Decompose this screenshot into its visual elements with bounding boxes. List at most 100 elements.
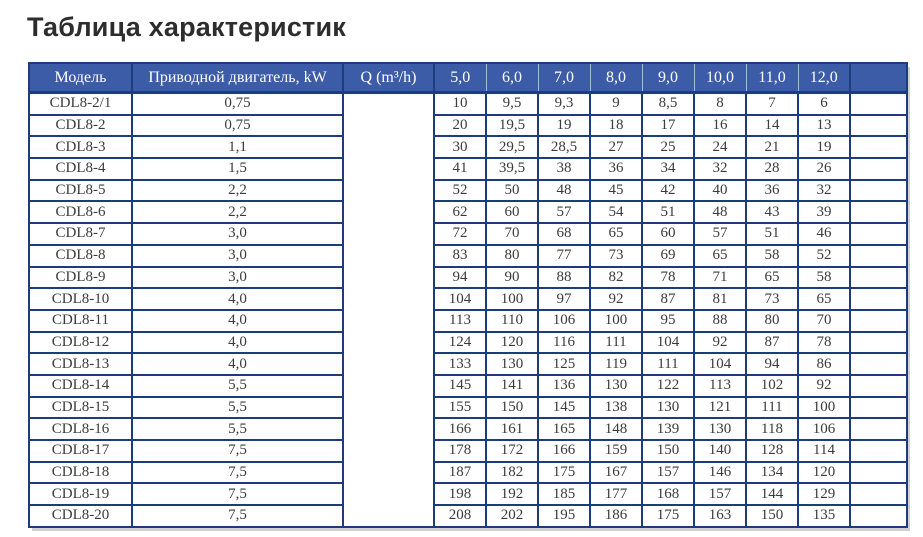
model-cell: CDL8-9	[28, 265, 133, 290]
value-cell: 177	[589, 482, 643, 507]
value-cell: 116	[537, 330, 591, 355]
header-flow-10: 10,0	[693, 62, 747, 94]
blank-cell	[849, 417, 908, 441]
value-cell: 71	[693, 265, 747, 290]
value-cell: 120	[485, 330, 539, 355]
value-cell: 92	[589, 287, 643, 311]
motor-cell: 4,0	[131, 352, 344, 376]
value-cell: 68	[537, 222, 591, 246]
value-cell: 92	[797, 373, 851, 398]
value-cell: 208	[433, 504, 487, 528]
value-cell: 50	[485, 178, 539, 203]
table-row: CDL8-18 7,5 187 182 175 167 157 146 134 120	[28, 460, 908, 485]
model-cell: CDL8-15	[28, 395, 133, 420]
table-row: CDL8-15 5,5 155 150 145 138 130 121 111 100	[28, 395, 908, 420]
motor-cell: 7,5	[131, 439, 344, 463]
value-cell: 161	[485, 417, 539, 441]
value-cell: 46	[797, 222, 851, 246]
value-cell: 19,5	[485, 113, 539, 138]
value-cell: 52	[797, 243, 851, 268]
value-cell: 192	[485, 482, 539, 507]
value-cell: 140	[693, 439, 747, 463]
value-cell: 24	[693, 135, 747, 160]
value-cell: 130	[485, 352, 539, 376]
value-cell: 185	[537, 482, 591, 507]
value-cell: 175	[641, 504, 695, 528]
value-cell: 81	[693, 287, 747, 311]
model-cell: CDL8-18	[28, 460, 133, 485]
motor-cell: 7,5	[131, 482, 344, 507]
model-cell: CDL8-12	[28, 330, 133, 355]
value-cell: 80	[485, 243, 539, 268]
value-cell: 136	[537, 373, 591, 398]
value-cell: 60	[641, 222, 695, 246]
value-cell: 157	[641, 460, 695, 485]
value-cell: 102	[745, 373, 799, 398]
value-cell: 32	[797, 178, 851, 203]
blank-cell	[849, 352, 908, 376]
value-cell: 202	[485, 504, 539, 528]
value-cell: 90	[485, 265, 539, 290]
value-cell: 54	[589, 200, 643, 225]
table-row: CDL8-3 1,1 30 29,5 28,5 27 25 24 21 19	[28, 135, 908, 160]
value-cell: 144	[745, 482, 799, 507]
motor-cell: 7,5	[131, 504, 344, 528]
value-cell: 139	[641, 417, 695, 441]
motor-cell: 0,75	[131, 91, 344, 116]
value-cell: 9	[589, 91, 643, 116]
value-cell: 65	[745, 265, 799, 290]
header-flow-11: 11,0	[745, 62, 799, 94]
value-cell: 36	[745, 178, 799, 203]
value-cell: 106	[797, 417, 851, 441]
value-cell: 19	[797, 135, 851, 160]
value-cell: 51	[641, 200, 695, 225]
model-cell: CDL8-6	[28, 200, 133, 225]
model-cell: CDL8-5	[28, 178, 133, 203]
value-cell: 138	[589, 395, 643, 420]
model-cell: CDL8-13	[28, 352, 133, 376]
value-cell: 30	[433, 135, 487, 160]
blank-cell	[849, 243, 908, 268]
table-row: CDL8-19 7,5 198 192 185 177 168 157 144 129	[28, 482, 908, 507]
motor-cell: 1,5	[131, 157, 344, 181]
model-cell: CDL8-10	[28, 287, 133, 311]
model-cell: CDL8-7	[28, 222, 133, 246]
header-flow-7: 7,0	[537, 62, 591, 94]
value-cell: 104	[693, 352, 747, 376]
value-cell: 18	[589, 113, 643, 138]
value-cell: 130	[589, 373, 643, 398]
table-row: CDL8-12 4,0 124 120 116 111 104 92 87 78	[28, 330, 908, 355]
blank-cell	[849, 330, 908, 355]
value-cell: 65	[589, 222, 643, 246]
value-cell: 128	[745, 439, 799, 463]
model-cell: CDL8-2/1	[28, 91, 133, 116]
value-cell: 100	[485, 287, 539, 311]
value-cell: 168	[641, 482, 695, 507]
value-cell: 167	[589, 460, 643, 485]
table-row: CDL8-2/1 0,75 10 9,5 9,3 9 8,5 8 7 6	[28, 91, 908, 528]
value-cell: 145	[537, 395, 591, 420]
value-cell: 34	[641, 157, 695, 181]
value-cell: 70	[797, 308, 851, 333]
table-row: CDL8-9 3,0 94 90 88 82 78 71 65 58	[28, 265, 908, 290]
value-cell: 78	[641, 265, 695, 290]
table-row: CDL8-20 7,5 208 202 195 186 175 163 150 135	[28, 504, 908, 528]
value-cell: 38	[537, 157, 591, 181]
value-cell: 186	[589, 504, 643, 528]
value-cell: 125	[537, 352, 591, 376]
value-cell: 21	[745, 135, 799, 160]
table-row: CDL8-16 5,5 166 161 165 148 139 130 118 106	[28, 417, 908, 441]
value-cell: 111	[745, 395, 799, 420]
value-cell: 163	[693, 504, 747, 528]
value-cell: 57	[537, 200, 591, 225]
blank-cell	[849, 113, 908, 138]
value-cell: 72	[433, 222, 487, 246]
value-cell: 80	[745, 308, 799, 333]
blank-cell	[849, 439, 908, 463]
motor-cell: 5,5	[131, 417, 344, 441]
model-cell: CDL8-4	[28, 157, 133, 181]
value-cell: 129	[797, 482, 851, 507]
table-row: CDL8-10 4,0 104 100 97 92 87 81 73 65	[28, 287, 908, 311]
value-cell: 88	[693, 308, 747, 333]
value-cell: 9,3	[537, 91, 591, 116]
